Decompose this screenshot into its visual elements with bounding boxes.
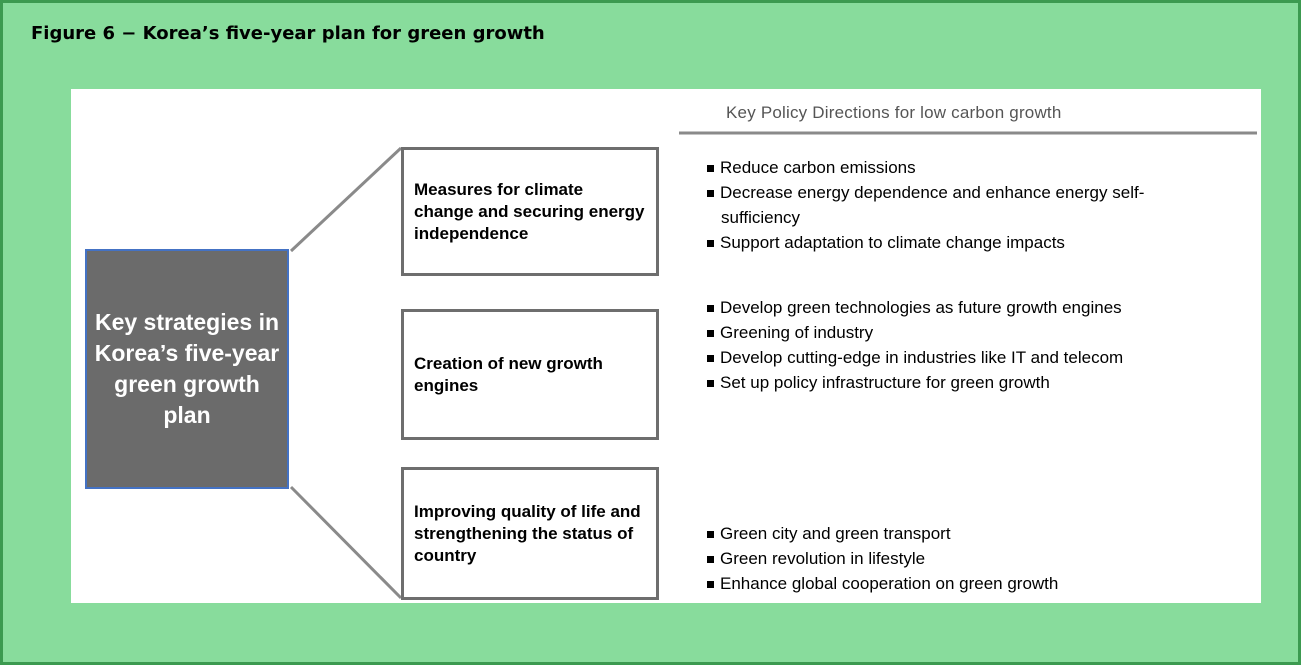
connector-top (289, 146, 403, 253)
bullet-item: Develop cutting-edge in industries like … (707, 345, 1197, 370)
strategy-group-box: Measures for climate change and securing… (401, 147, 659, 276)
diagram-panel: Key strategies in Korea’s five-year gree… (71, 89, 1261, 603)
bullet-list: Reduce carbon emissions Decrease energy d… (707, 155, 1197, 255)
bullet-item: Green revolution in lifestyle (707, 546, 1197, 571)
column-header: Key Policy Directions for low carbon gro… (726, 103, 1062, 122)
bullet-item: Set up policy infrastructure for green g… (707, 370, 1197, 395)
bullet-list: Green city and green transport Green revo… (707, 521, 1197, 596)
bullet-item: Enhance global cooperation on green grow… (707, 571, 1197, 596)
connector-bottom (289, 485, 403, 600)
bullet-item: Reduce carbon emissions (707, 155, 1197, 180)
bullet-list: Develop green technologies as future gro… (707, 295, 1197, 395)
strategy-group-box: Creation of new growth engines (401, 309, 659, 440)
figure-title: Figure 6 − Korea’s five-year plan for gr… (31, 23, 545, 44)
bullet-item: Green city and green transport (707, 521, 1197, 546)
bullet-item: Support adaptation to climate change imp… (707, 230, 1197, 255)
strategy-group-box: Improving quality of life and strengthen… (401, 467, 659, 600)
bullet-item: Decrease energy dependence and enhance e… (707, 180, 1197, 230)
bullet-item: Develop green technologies as future gro… (707, 295, 1197, 320)
connectors (289, 131, 1257, 600)
strategy-box: Key strategies in Korea’s five-year gree… (85, 249, 289, 489)
bullet-item: Greening of industry (707, 320, 1197, 345)
